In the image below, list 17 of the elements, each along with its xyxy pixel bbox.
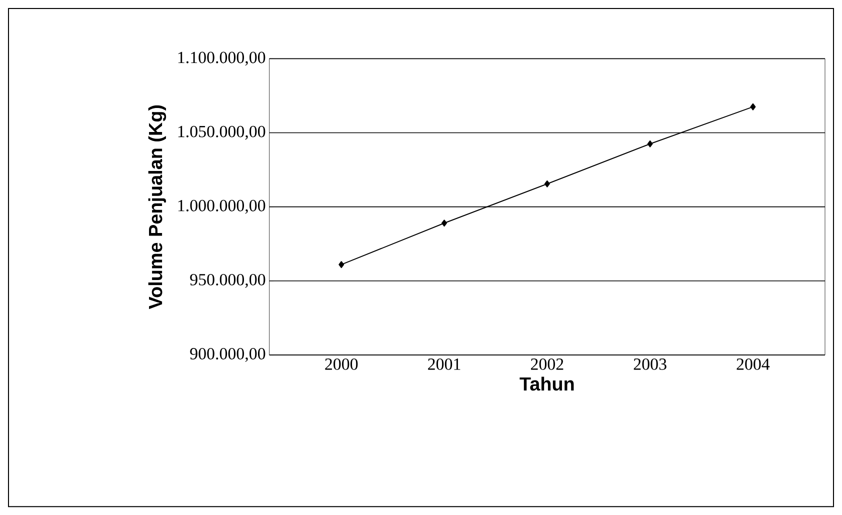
y-tick-label: 950.000,00 xyxy=(190,274,266,288)
y-axis-title: Volume Penjualan (Kg) xyxy=(148,105,166,310)
point xyxy=(750,103,756,110)
x-tick-label: 2003 xyxy=(634,358,666,370)
y-tick-label: 1.050.000,00 xyxy=(178,126,266,140)
y-tick-label: 1.100.000,00 xyxy=(178,52,266,66)
x-tick-label: 2002 xyxy=(530,358,564,370)
x-tick-label: 2001 xyxy=(428,358,460,370)
point xyxy=(544,180,550,188)
x-tick-label: 2000 xyxy=(325,358,358,370)
point xyxy=(647,140,653,148)
y-tick-label: 1.000.000,00 xyxy=(178,200,266,214)
x-axis-title: Tahun xyxy=(520,376,574,391)
x-tick-label: 2004 xyxy=(736,358,770,370)
y-tick-label: 900.000,00 xyxy=(190,348,266,362)
point xyxy=(442,220,448,227)
point xyxy=(338,261,344,268)
